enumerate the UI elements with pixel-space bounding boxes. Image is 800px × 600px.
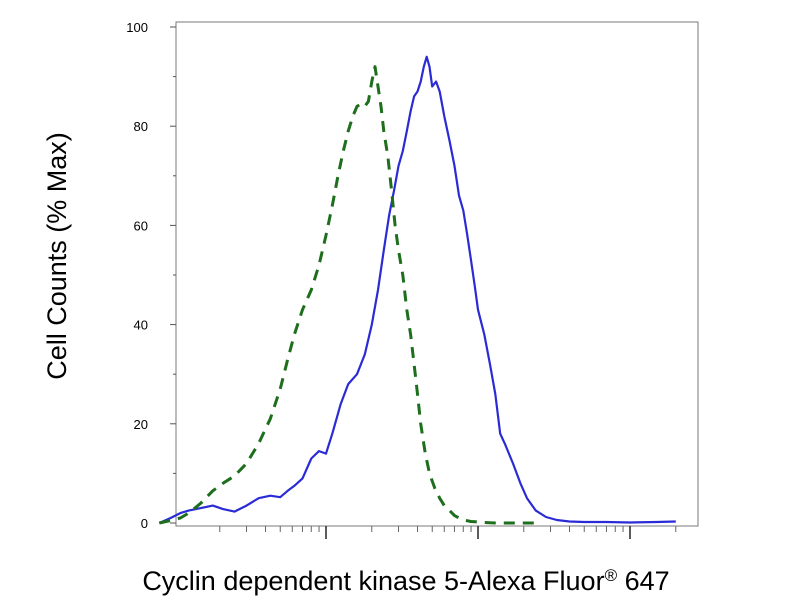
y-tick-label: 80	[134, 119, 148, 134]
series-dashed-line	[158, 65, 539, 525]
y-tick-label: 60	[134, 218, 148, 233]
series-solid-line	[158, 55, 676, 525]
y-tick-label: 0	[141, 516, 148, 531]
x-axis	[219, 526, 677, 539]
x-axis-label: Cyclin dependent kinase 5-Alexa Fluor® 6…	[142, 566, 669, 596]
y-tick-label: 40	[134, 318, 148, 333]
y-tick-label: 20	[134, 417, 148, 432]
y-axis: 0 20 40 60 80 100	[126, 20, 176, 531]
x-axis-label-suffix: 647	[617, 566, 670, 596]
y-axis-label: Cell Counts (% Max)	[42, 132, 72, 380]
x-axis-label-main: Cyclin dependent kinase 5-Alexa Fluor	[142, 566, 604, 596]
series-layer	[158, 55, 676, 525]
plot-area	[175, 21, 699, 527]
plot-frame	[175, 21, 699, 527]
x-axis-label-superscript: ®	[605, 566, 618, 585]
y-tick-label: 100	[126, 20, 148, 35]
